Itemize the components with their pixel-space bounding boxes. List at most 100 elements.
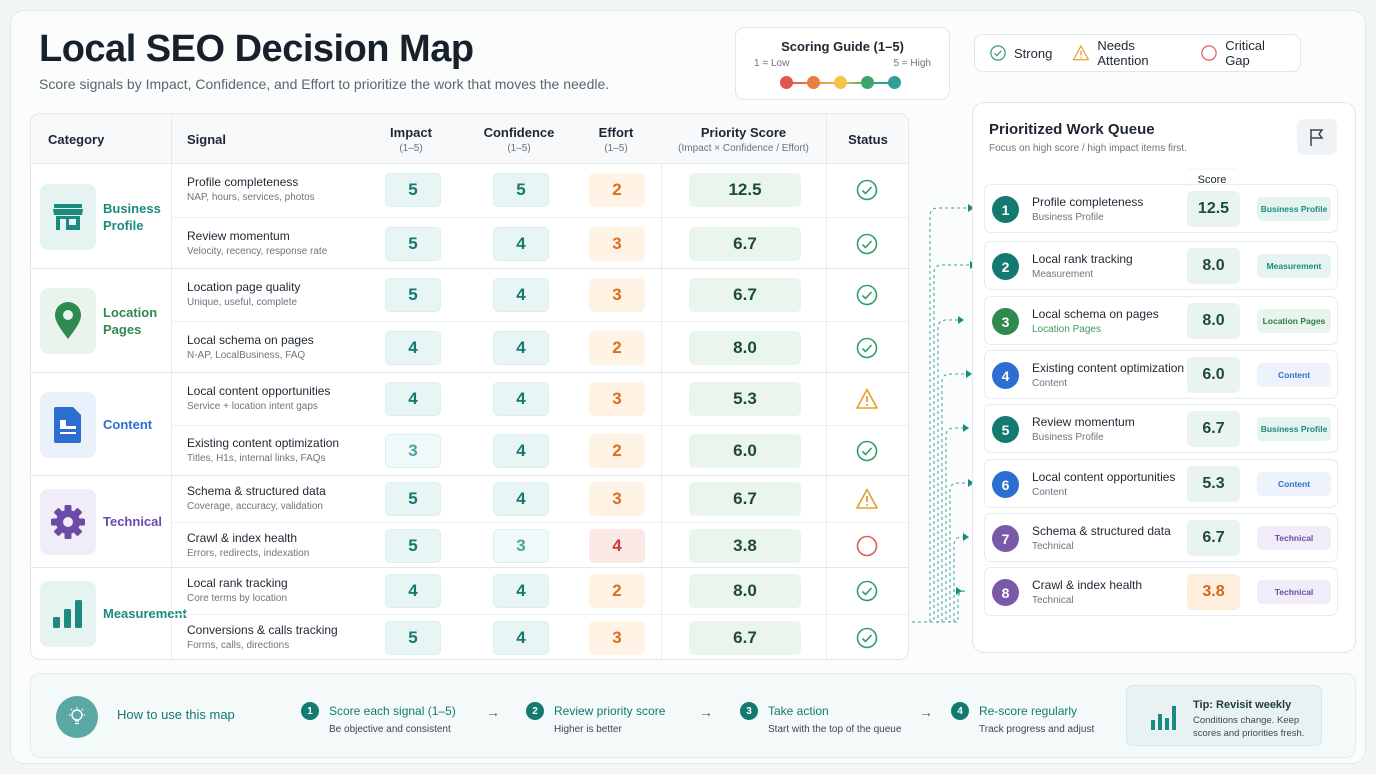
priority-score: 8.0 bbox=[689, 331, 801, 365]
category-tag: Business Profile bbox=[1257, 197, 1331, 221]
header-priority-label: Priority Score bbox=[700, 124, 787, 140]
queue-item[interactable]: 3 Local schema on pages Location Pages 8.0 L… bbox=[984, 296, 1338, 345]
queue-item-category: Measurement bbox=[1032, 269, 1094, 280]
signal-cell: Location page quality Unique, useful, com… bbox=[187, 280, 300, 308]
impact-score: 4 bbox=[385, 381, 441, 416]
signal-table: Category Signal Impact (1–5) Confidence (1… bbox=[30, 113, 909, 660]
warning-triangle-icon bbox=[855, 387, 879, 411]
table-row[interactable]: Existing content optimization Titles, H1s… bbox=[171, 424, 908, 477]
impact-score: 3 bbox=[385, 434, 441, 469]
priority-score: 6.7 bbox=[689, 482, 801, 516]
signal-detail: Service + location intent gaps bbox=[187, 400, 318, 412]
scale-dot bbox=[834, 76, 847, 89]
flag-icon bbox=[1310, 129, 1324, 146]
category-group-content: Content Local content opportunities Servic… bbox=[31, 373, 908, 476]
header-impact-range: (1–5) bbox=[399, 142, 423, 154]
warning-triangle-icon bbox=[1072, 44, 1090, 62]
lightbulb-icon bbox=[56, 696, 98, 738]
impact-score: 5 bbox=[385, 621, 441, 655]
connector-line bbox=[912, 373, 966, 623]
priority-score: 3.8 bbox=[689, 529, 801, 563]
step-number: 2 bbox=[526, 702, 544, 720]
signal-cell: Local schema on pages N-AP, LocalBusiness… bbox=[187, 333, 314, 361]
connector-arrow-icon bbox=[956, 587, 962, 595]
step-title: Score each signal (1–5) bbox=[329, 704, 456, 718]
header-effort-label: Effort bbox=[598, 124, 634, 140]
category-label: Location Pages bbox=[103, 305, 158, 337]
header-category: Category bbox=[48, 131, 105, 147]
category-label: Technical bbox=[103, 514, 163, 529]
legend-label: Critical Gap bbox=[1225, 38, 1265, 68]
step-number: 1 bbox=[301, 702, 319, 720]
confidence-score: 4 bbox=[493, 482, 549, 516]
table-row[interactable]: Local content opportunities Service + loc… bbox=[171, 373, 908, 425]
how-to-title: How to use this map bbox=[117, 707, 235, 722]
category-label: Measurement bbox=[103, 606, 187, 621]
table-row[interactable]: Local rank tracking Core terms by locatio… bbox=[171, 568, 908, 614]
category-group-technical: Technical Schema & structured data Coverag… bbox=[31, 476, 908, 568]
scale-dot bbox=[780, 76, 793, 89]
tip-card: Tip: Revisit weekly Conditions change. K… bbox=[1126, 685, 1322, 746]
impact-score: 5 bbox=[385, 173, 441, 208]
category-tag: Content bbox=[1257, 472, 1331, 496]
table-row[interactable]: Review momentum Velocity, recency, respon… bbox=[171, 216, 908, 270]
table-row[interactable]: Profile completeness NAP, hours, services… bbox=[171, 164, 908, 217]
table-row[interactable]: Local schema on pages N-AP, LocalBusiness… bbox=[171, 321, 908, 373]
queue-item-score: 8.0 bbox=[1187, 303, 1240, 339]
queue-item-category: Content bbox=[1032, 487, 1068, 498]
confidence-score: 5 bbox=[493, 173, 549, 208]
table-row[interactable]: Location page quality Unique, useful, com… bbox=[171, 269, 908, 321]
queue-item[interactable]: 6 Local content opportunities Content 5.3 Co… bbox=[984, 459, 1338, 508]
signal-cell: Review momentum Velocity, recency, respon… bbox=[187, 229, 327, 257]
header-status: Status bbox=[848, 131, 888, 147]
queue-item-score: 5.3 bbox=[1187, 466, 1240, 502]
flag-button[interactable] bbox=[1297, 119, 1337, 155]
connector-arrow-icon bbox=[963, 424, 969, 432]
signal-detail: Coverage, accuracy, validation bbox=[187, 501, 323, 512]
signal-detail: Errors, redirects, indexation bbox=[187, 548, 310, 559]
rank-badge: 8 bbox=[992, 579, 1019, 606]
table-row[interactable]: Crawl & index health Errors, redirects, i… bbox=[171, 522, 908, 568]
effort-score: 3 bbox=[589, 278, 645, 312]
signal-detail: NAP, hours, services, photos bbox=[187, 192, 315, 204]
signal-cell: Local content opportunities Service + loc… bbox=[187, 384, 330, 412]
legend-label: Strong bbox=[1014, 45, 1053, 61]
table-row[interactable]: Schema & structured data Coverage, accura… bbox=[171, 476, 908, 522]
map-pin-icon bbox=[40, 288, 96, 354]
step-desc: Higher is better bbox=[554, 724, 622, 735]
queue-item-score: 12.5 bbox=[1187, 191, 1240, 227]
signal-cell: Conversions & calls tracking Forms, calls… bbox=[187, 623, 338, 651]
scoring-scale bbox=[780, 76, 901, 90]
queue-item[interactable]: 1 Profile completeness Business Profile 12.… bbox=[984, 184, 1338, 233]
queue-item[interactable]: 7 Schema & structured data Technical 6.7 Tec… bbox=[984, 513, 1338, 562]
signal-name: Conversions & calls tracking bbox=[187, 623, 338, 637]
queue-item-score: 3.8 bbox=[1187, 574, 1240, 610]
priority-score: 6.7 bbox=[689, 226, 801, 261]
queue-item-category: Business Profile bbox=[1032, 432, 1104, 443]
queue-subtitle: Focus on high score / high impact items … bbox=[989, 143, 1187, 154]
header-effort: Effort (1–5) bbox=[576, 114, 656, 164]
gear-icon bbox=[40, 489, 96, 555]
table-row[interactable]: Conversions & calls tracking Forms, calls… bbox=[171, 614, 908, 659]
category-tag: Location Pages bbox=[1257, 309, 1331, 333]
effort-score: 2 bbox=[589, 331, 645, 365]
empty-circle-icon bbox=[1200, 44, 1218, 62]
impact-score: 5 bbox=[385, 529, 441, 563]
arrow-right-icon: → bbox=[919, 704, 933, 720]
how-to-bar: How to use this map Tip: Revisit weekly … bbox=[30, 673, 1356, 758]
impact-score: 5 bbox=[385, 226, 441, 261]
category-label: Business Profile bbox=[103, 200, 161, 233]
queue-item[interactable]: 8 Crawl & index health Technical 3.8 Technic… bbox=[984, 567, 1338, 616]
queue-item-category: Technical bbox=[1032, 595, 1074, 606]
rank-badge: 6 bbox=[992, 471, 1019, 498]
queue-item-category: Business Profile bbox=[1032, 212, 1104, 223]
queue-item[interactable]: 4 Existing content optimization Content 6.0… bbox=[984, 350, 1338, 399]
confidence-score: 4 bbox=[493, 434, 549, 469]
signal-cell: Crawl & index health Errors, redirects, i… bbox=[187, 531, 309, 559]
scoring-guide-high: 5 = High bbox=[893, 58, 931, 69]
queue-item[interactable]: 5 Review momentum Business Profile 6.7 Busin… bbox=[984, 404, 1338, 453]
queue-item-score: 8.0 bbox=[1187, 248, 1240, 284]
bar-chart-icon bbox=[40, 581, 96, 647]
queue-item[interactable]: 2 Local rank tracking Measurement 8.0 Measur… bbox=[984, 241, 1338, 290]
rank-badge: 5 bbox=[992, 416, 1019, 443]
